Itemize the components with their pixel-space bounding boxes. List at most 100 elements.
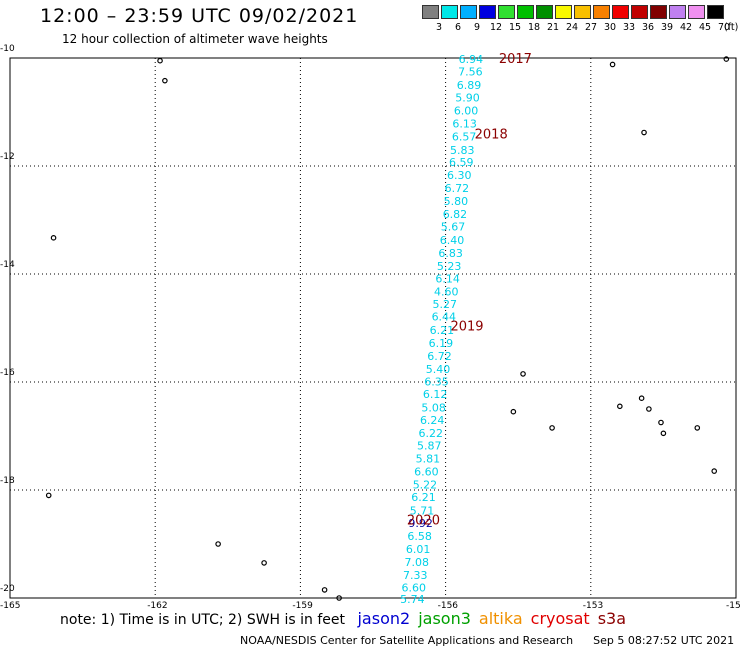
mission-label-altika: altika [478,609,523,628]
wave-height-label: 7.08 [404,556,429,569]
scale-swatch [669,5,686,19]
wave-height-label: 6.72 [427,350,452,363]
year-label: 2018 [475,128,508,143]
longitude-tick-label: -165 [0,601,21,611]
longitude-tick-label: -159 [292,601,313,611]
page-title: 12:00 – 23:59 UTC 09/02/2021 [40,5,359,27]
wave-height-label: 6.83 [438,247,463,260]
scale-swatch [441,5,458,19]
year-label: 2017 [499,52,532,67]
wave-height-label: 5.23 [437,260,462,273]
wave-height-label: 7.56 [458,66,483,79]
island-outline [658,419,664,426]
page-subtitle: 12 hour collection of altimeter wave hei… [62,32,328,46]
latitude-tick-label: -14 [0,260,15,270]
wave-height-label: 6.89 [457,79,482,92]
latitude-tick-label: -18 [0,476,15,486]
wave-height-label: 5.80 [444,195,469,208]
latitude-tick-label: -16 [0,368,15,378]
scale-tick-label: 9 [473,22,481,33]
island-outline [549,425,555,431]
mission-label-cryosat: cryosat [530,609,590,628]
wave-height-label: 7.33 [403,569,428,582]
wave-height-label: 5.74 [400,593,425,606]
mission-label-jason2: jason2 [357,609,411,628]
scale-tick-label: 36 [641,22,655,33]
scale-tick-label: 3 [435,22,443,33]
scale-swatch [479,5,496,19]
scale-tick-label: 15 [508,22,522,33]
wave-height-label: 6.94 [459,53,484,66]
scale-tick-label: 12 [489,22,503,33]
island-outline [50,235,57,241]
latitude-tick-label: -10 [0,44,15,54]
scale-swatch [593,5,610,19]
wave-height-label: 5.87 [417,440,442,453]
island-outline [162,77,168,84]
scale-tick-label: 18 [527,22,541,33]
wave-height-label: 5.08 [421,401,446,414]
island-outline [215,541,221,547]
scale-tick-label: 27 [584,22,598,33]
island-outline [723,56,730,62]
scale-tick-label: 30 [603,22,617,33]
wave-height-label: 6.24 [420,414,445,427]
island-outline [694,425,701,431]
scale-swatch [574,5,591,19]
island-outline [711,468,718,474]
wave-height-label: 6.35 [424,375,449,388]
latitude-tick-label: -20 [0,584,15,594]
scale-tick-label: 21 [546,22,560,33]
longitude-tick-label: -153 [582,601,604,611]
wave-height-label: 6.21 [430,324,455,337]
scale-swatch [498,5,515,19]
island-outline [261,560,267,566]
island-outline [609,61,616,68]
mission-label-jason3: jason3 [418,609,471,628]
wave-height-label: 6.58 [407,530,432,543]
scale-tick-label: 33 [622,22,636,33]
longitude-tick-label: -15 [726,601,740,611]
wave-height-label: 6.60 [414,466,439,479]
map-frame [9,57,737,599]
year-label: 2020 [407,514,440,529]
island-outline [510,408,517,415]
longitude-tick-label: -156 [437,601,459,611]
wave-height-label: 6.59 [449,156,474,169]
island-outline [646,406,652,412]
wave-height-label: 6.14 [435,272,460,285]
wave-height-label: 6.21 [411,491,436,504]
longitude-tick-label: -162 [147,601,168,611]
scale-swatch [707,5,724,19]
island-outline [520,371,526,377]
footer-credit: NOAA/NESDIS Center for Satellite Applica… [240,634,574,647]
wave-height-label: 6.60 [402,582,427,595]
wave-height-label: 9.92 [408,517,433,530]
scale-swatch [688,5,705,19]
wave-height-label: 6.30 [447,169,472,182]
island-outline [336,595,342,601]
scale-tick-label: 39 [660,22,674,33]
island-outline [157,57,163,64]
mission-list: jason2 jason3 altika cryosat s3a [357,609,634,628]
island-outline [641,129,647,136]
wave-height-label: 5.27 [433,298,458,311]
wave-height-label: 6.12 [423,388,448,401]
scale-swatch [555,5,572,19]
wave-height-label: 6.44 [432,311,457,324]
wave-height-label: 5.22 [413,479,438,492]
footer-timestamp: Sep 5 08:27:52 UTC 2021 [593,634,735,647]
island-outline [321,587,328,593]
wave-height-label: 6.40 [440,234,465,247]
year-label: 2019 [450,319,483,334]
wave-height-label: 4.60 [434,285,459,298]
scale-swatch [422,5,439,19]
scale-swatch [631,5,648,19]
wave-height-label: 6.22 [418,427,443,440]
island-outline [638,395,645,402]
scale-tick-label: 24 [565,22,579,33]
scale-tick-label: 70 [717,22,731,33]
scale-swatch [460,5,477,19]
latitude-tick-label: -12 [0,152,15,162]
